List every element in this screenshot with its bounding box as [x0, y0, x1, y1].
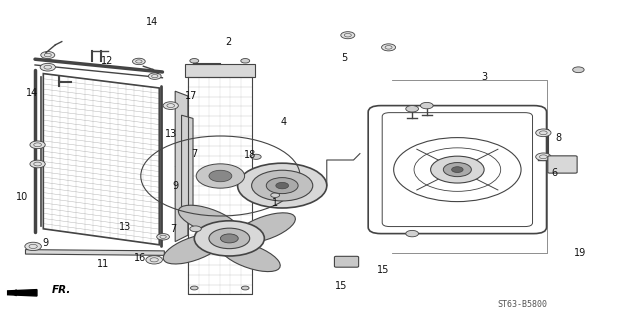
Ellipse shape [220, 241, 280, 272]
Circle shape [443, 163, 471, 177]
Circle shape [209, 170, 232, 182]
Text: 15: 15 [334, 281, 347, 292]
Text: 3: 3 [481, 72, 487, 82]
Text: 1: 1 [272, 198, 278, 208]
Circle shape [196, 164, 245, 188]
FancyBboxPatch shape [548, 156, 577, 173]
FancyBboxPatch shape [334, 256, 359, 267]
Polygon shape [25, 250, 164, 255]
Circle shape [41, 52, 55, 59]
Polygon shape [182, 115, 193, 219]
Circle shape [194, 221, 264, 256]
Circle shape [252, 170, 313, 201]
Circle shape [276, 182, 289, 189]
Ellipse shape [178, 205, 239, 236]
Circle shape [341, 32, 355, 39]
Circle shape [132, 58, 145, 65]
Circle shape [241, 286, 249, 290]
Text: 4: 4 [280, 116, 287, 127]
Circle shape [220, 234, 238, 243]
Circle shape [238, 163, 327, 208]
Circle shape [431, 156, 484, 183]
Circle shape [40, 63, 55, 71]
Circle shape [163, 102, 178, 109]
Text: 11: 11 [97, 259, 110, 269]
Circle shape [536, 153, 551, 161]
Text: 9: 9 [43, 238, 49, 248]
Text: 7: 7 [191, 148, 197, 159]
Text: 2: 2 [225, 36, 231, 47]
Ellipse shape [235, 213, 296, 243]
Text: 12: 12 [101, 56, 113, 66]
Text: 13: 13 [118, 222, 131, 232]
Text: 6: 6 [551, 168, 557, 178]
Circle shape [30, 160, 45, 168]
Circle shape [420, 102, 433, 109]
Circle shape [271, 193, 280, 197]
Text: 9: 9 [173, 180, 179, 191]
Circle shape [266, 178, 298, 194]
Polygon shape [185, 64, 255, 77]
Circle shape [209, 228, 250, 249]
Text: 7: 7 [170, 224, 176, 234]
Polygon shape [175, 91, 188, 242]
Text: 15: 15 [377, 265, 390, 276]
Text: 8: 8 [555, 132, 561, 143]
Circle shape [148, 73, 161, 79]
Circle shape [573, 67, 584, 73]
Circle shape [241, 59, 250, 63]
Circle shape [190, 286, 198, 290]
Text: 13: 13 [164, 129, 177, 140]
Text: 17: 17 [185, 91, 197, 101]
Circle shape [536, 129, 551, 137]
Text: 14: 14 [145, 17, 158, 28]
Text: 14: 14 [25, 88, 38, 98]
Circle shape [452, 167, 463, 172]
Text: 18: 18 [244, 150, 257, 160]
Text: FR.: FR. [52, 284, 71, 295]
Circle shape [382, 44, 396, 51]
Text: 10: 10 [15, 192, 28, 202]
Circle shape [190, 226, 201, 232]
Circle shape [251, 154, 261, 159]
Text: 16: 16 [134, 252, 147, 263]
Polygon shape [8, 290, 37, 296]
Circle shape [30, 141, 45, 148]
Circle shape [25, 242, 41, 251]
Circle shape [146, 256, 162, 264]
Circle shape [190, 59, 199, 63]
Ellipse shape [163, 234, 224, 264]
Text: 19: 19 [573, 248, 586, 258]
Circle shape [406, 106, 419, 112]
Text: ST63-B5800: ST63-B5800 [497, 300, 547, 309]
Circle shape [406, 230, 419, 237]
Text: 5: 5 [341, 52, 347, 63]
Circle shape [157, 234, 169, 240]
